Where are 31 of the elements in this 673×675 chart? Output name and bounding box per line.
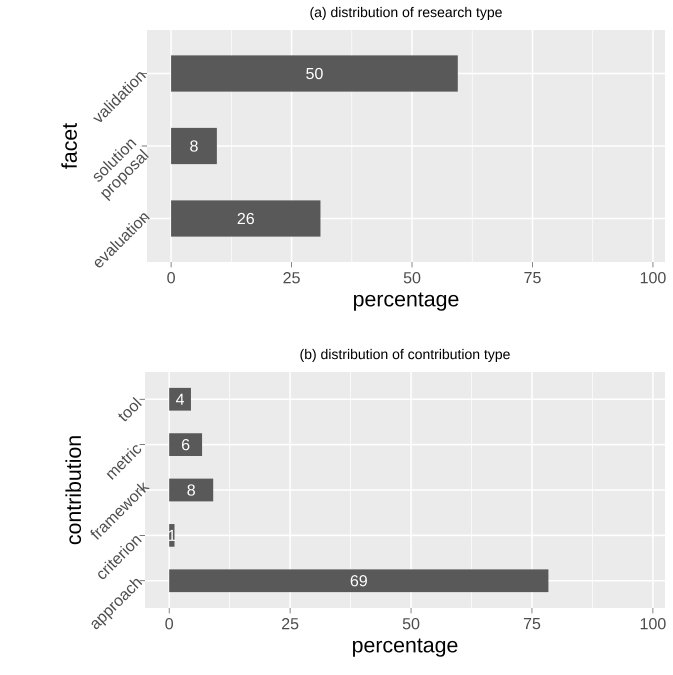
annotation: 6 [182, 438, 190, 450]
bar [169, 569, 548, 592]
y-axis-title: facet [61, 123, 77, 169]
bar [169, 433, 202, 456]
x-tick-label: 0 [165, 618, 174, 630]
chart-title: (a) distribution of research type [310, 6, 502, 20]
annotation: 8 [187, 484, 195, 496]
x-tick-label: 25 [282, 618, 298, 630]
bar [171, 128, 217, 164]
annotation: 4 [176, 394, 184, 405]
y-axis-title: contribution [65, 436, 82, 544]
x-tick-label: 100 [640, 618, 666, 630]
x-tick-label: 75 [524, 272, 541, 284]
annotation: 50 [306, 68, 323, 80]
x-tick-label: 100 [640, 272, 666, 284]
x-tick-label: 0 [167, 272, 175, 284]
bar [171, 200, 320, 237]
x-tick-label: 50 [404, 272, 420, 284]
x-axis-title: percentage [354, 292, 458, 311]
bar [169, 478, 214, 502]
x-tick-label: 50 [402, 618, 420, 630]
x-tick-label: 75 [524, 618, 540, 630]
bar [169, 388, 191, 411]
x-tick-label: 25 [283, 272, 300, 284]
annotation: 69 [350, 575, 367, 586]
annotation: 8 [190, 140, 198, 152]
y-tick-label: tool [118, 396, 142, 422]
bar [171, 55, 458, 92]
x-axis-title: percentage [353, 638, 458, 657]
annotation: 26 [238, 212, 254, 224]
chart-title: (b) distribution of contribution type [300, 348, 510, 362]
